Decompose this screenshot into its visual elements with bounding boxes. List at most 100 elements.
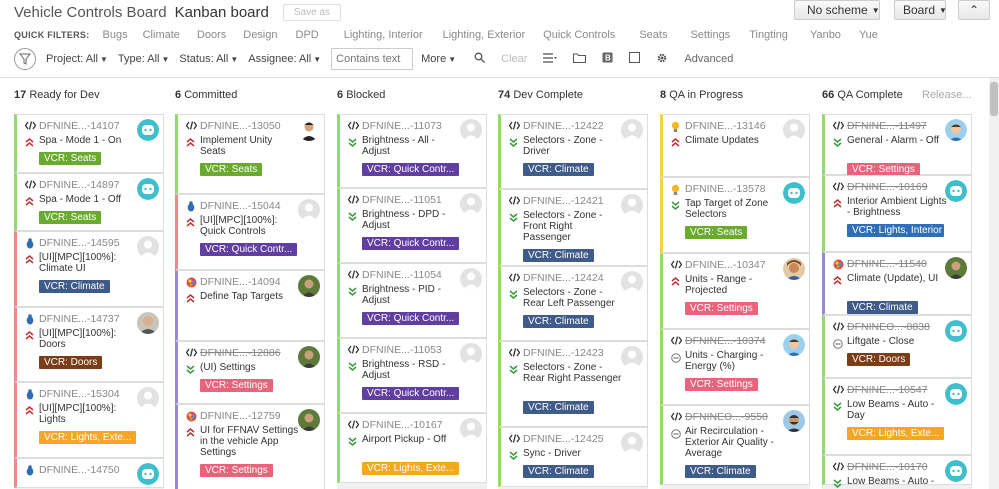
quick-filter-design[interactable]: Design bbox=[243, 29, 278, 41]
folder-icon[interactable] bbox=[573, 53, 587, 66]
assignee-avatar[interactable] bbox=[783, 258, 805, 280]
issue-card[interactable]: DFNINE...-10167 Airport Pickup - Off VCR: … bbox=[337, 413, 487, 483]
issue-key[interactable]: DFNINE...-12423 bbox=[523, 347, 604, 359]
assignee-avatar[interactable] bbox=[137, 387, 159, 409]
issue-key[interactable]: DFNINE...-14737 bbox=[39, 313, 120, 325]
quick-filter-doors[interactable]: Doors bbox=[196, 29, 227, 41]
issue-card[interactable]: DFNINE...-12759 UI for FFNAV Settings in … bbox=[175, 404, 325, 489]
issue-key[interactable]: DFNINE...-11073 bbox=[362, 120, 442, 132]
issue-key[interactable]: DFNINE...-14750 bbox=[39, 464, 120, 476]
issue-card[interactable]: DFNINE...-12422 Selectors - Zone - Driver… bbox=[498, 114, 648, 189]
epic-label[interactable]: VCR: Seats bbox=[685, 226, 748, 239]
assignee-avatar[interactable] bbox=[298, 275, 320, 297]
assignee-avatar[interactable] bbox=[298, 199, 320, 221]
issue-card[interactable]: DFNINE...-14107 Spa - Mode 1 - On VCR: Sea… bbox=[14, 114, 164, 173]
issue-key[interactable]: DFNINE...-10374 bbox=[685, 335, 766, 347]
issue-key[interactable]: DFNINE...-11053 bbox=[362, 344, 442, 356]
assignee-avatar[interactable] bbox=[298, 119, 320, 141]
issue-key[interactable]: DFNINE...-14897 bbox=[39, 179, 120, 191]
assignee-avatar[interactable] bbox=[460, 193, 482, 215]
quick-filter-yue[interactable]: Yue bbox=[858, 29, 878, 41]
issue-card[interactable]: DFNINEO...-8838 Liftgate - Close VCR: Door… bbox=[822, 315, 972, 378]
board-dropdown[interactable]: Board ▼ bbox=[894, 0, 947, 20]
save-as-button[interactable]: Save as bbox=[282, 4, 341, 21]
assignee-avatar[interactable] bbox=[945, 180, 967, 202]
issue-key[interactable]: DFNINE...-15304 bbox=[39, 388, 120, 400]
assignee-avatar[interactable] bbox=[945, 460, 967, 482]
issue-card[interactable]: DFNINE...-11073 Brightness - All - Adjust… bbox=[337, 114, 487, 188]
issue-key[interactable]: DFNINE...-10347 bbox=[685, 259, 766, 271]
type-filter[interactable]: Type: All ▼ bbox=[118, 53, 170, 65]
release-link[interactable]: Release... bbox=[922, 89, 972, 101]
search-icon[interactable] bbox=[474, 52, 486, 66]
issue-card[interactable]: DFNINE...-10169 Interior Ambient Lights -… bbox=[822, 175, 972, 252]
issue-key[interactable]: DFNINEO...-9550 bbox=[685, 411, 768, 423]
issue-card[interactable]: DFNINE...-10347 Units - Range - Projected… bbox=[660, 253, 810, 329]
epic-label[interactable]: VCR: Settings bbox=[685, 378, 758, 391]
vertical-scrollbar[interactable] bbox=[989, 78, 999, 489]
quick-filter-settings[interactable]: Settings bbox=[690, 29, 731, 41]
issue-card[interactable]: DFNINE...-14595 [UI][MPC][100%]: Climate … bbox=[14, 231, 164, 307]
quick-filter-tingting[interactable]: Tingting bbox=[749, 29, 788, 41]
assignee-avatar[interactable] bbox=[621, 346, 643, 368]
issue-card[interactable]: DFNINE...-13578 Tap Target of Zone Select… bbox=[660, 177, 810, 253]
epic-label[interactable]: VCR: Quick Contr... bbox=[200, 243, 297, 256]
issue-key[interactable]: DFNINE...-11054 bbox=[362, 269, 442, 281]
issue-card[interactable]: DFNINE...-13050 Implement Unity Seats VCR:… bbox=[175, 114, 325, 194]
issue-card[interactable]: DFNINE...-11497 General - Alarm - Off VCR:… bbox=[822, 114, 972, 176]
assignee-avatar[interactable] bbox=[137, 236, 159, 258]
issue-key[interactable]: DFNINE...-11540 bbox=[847, 258, 927, 270]
epic-label[interactable]: VCR: Climate bbox=[685, 465, 756, 478]
issue-key[interactable]: DFNINE...-14595 bbox=[39, 237, 120, 249]
assignee-avatar[interactable] bbox=[783, 119, 805, 141]
quick-filter-quick-controls[interactable]: Quick Controls bbox=[543, 29, 616, 41]
issue-key[interactable]: DFNINE...-12422 bbox=[523, 120, 604, 132]
scheme-dropdown[interactable]: No scheme ▼ bbox=[794, 0, 880, 20]
assignee-avatar[interactable] bbox=[945, 383, 967, 405]
assignee-avatar[interactable] bbox=[460, 119, 482, 141]
assignee-avatar[interactable] bbox=[137, 119, 159, 141]
issue-key[interactable]: DFNINE...-14094 bbox=[200, 276, 281, 288]
quick-filter-climate[interactable]: Climate bbox=[142, 29, 180, 41]
assignee-avatar[interactable] bbox=[137, 463, 159, 485]
advanced-link[interactable]: Advanced bbox=[684, 53, 734, 65]
issue-card[interactable]: DFNINE...-10547 Low Beams - Auto - Day VCR… bbox=[822, 378, 972, 455]
issue-key[interactable]: DFNINE...-10547 bbox=[847, 384, 928, 396]
checkbox-icon[interactable] bbox=[629, 52, 641, 66]
gear-icon[interactable] bbox=[656, 52, 668, 67]
assignee-avatar[interactable] bbox=[298, 409, 320, 431]
epic-label[interactable]: VCR: Settings bbox=[200, 464, 273, 477]
issue-card[interactable]: DFNINE...-12425 Sync - Driver VCR: Climate bbox=[498, 427, 648, 487]
epic-label[interactable]: VCR: Climate bbox=[523, 315, 594, 328]
bold-icon[interactable]: B bbox=[602, 52, 613, 66]
epic-label[interactable]: VCR: Climate bbox=[523, 249, 594, 262]
issue-card[interactable]: DFNINE...-11051 Brightness - DPD - Adjust… bbox=[337, 188, 487, 263]
epic-label[interactable]: VCR: Settings bbox=[847, 163, 920, 176]
issue-key[interactable]: DFNINE...-10167 bbox=[362, 419, 443, 431]
more-filter[interactable]: More ▼ bbox=[421, 53, 456, 65]
epic-label[interactable]: VCR: Seats bbox=[39, 152, 102, 165]
issue-key[interactable]: DFNINE...-12424 bbox=[523, 272, 604, 284]
issue-card[interactable]: DFNINE...-10374 Units - Charging - Energy… bbox=[660, 329, 810, 405]
issue-card[interactable]: DFNINE...-12886 (UI) Settings VCR: Setting… bbox=[175, 341, 325, 404]
assignee-avatar[interactable] bbox=[621, 271, 643, 293]
assignee-avatar[interactable] bbox=[460, 268, 482, 290]
assignee-avatar[interactable] bbox=[783, 410, 805, 432]
issue-card[interactable]: DFNINE...-14737 [UI][MPC][100%]: Doors VCR… bbox=[14, 307, 164, 382]
issue-card[interactable]: DFNINE...-11054 Brightness - PID - Adjust… bbox=[337, 263, 487, 338]
epic-label[interactable]: VCR: Lights, Exte... bbox=[847, 427, 944, 440]
epic-label[interactable]: VCR: Quick Contr... bbox=[362, 312, 459, 325]
quick-filter-bugs[interactable]: Bugs bbox=[102, 29, 128, 41]
issue-key[interactable]: DFNINE...-12759 bbox=[200, 410, 281, 422]
issue-key[interactable]: DFNINE...-15044 bbox=[200, 200, 281, 212]
issue-card[interactable]: DFNINE...-14750 bbox=[14, 458, 164, 488]
epic-label[interactable]: VCR: Quick Contr... bbox=[362, 387, 459, 400]
epic-label[interactable]: VCR: Seats bbox=[200, 163, 263, 176]
issue-card[interactable]: DFNINE...-15304 [UI][MPC][100%]: Lights VC… bbox=[14, 382, 164, 458]
issue-key[interactable]: DFNINE...-14107 bbox=[39, 120, 120, 132]
quick-filter-seats[interactable]: Seats bbox=[639, 29, 668, 41]
issue-key[interactable]: DFNINE...-10169 bbox=[847, 181, 928, 193]
epic-label[interactable]: VCR: Climate bbox=[847, 301, 918, 314]
issue-card[interactable]: DFNINE...-11053 Brightness - RSD - Adjust… bbox=[337, 338, 487, 413]
epic-label[interactable]: VCR: Climate bbox=[523, 465, 594, 478]
